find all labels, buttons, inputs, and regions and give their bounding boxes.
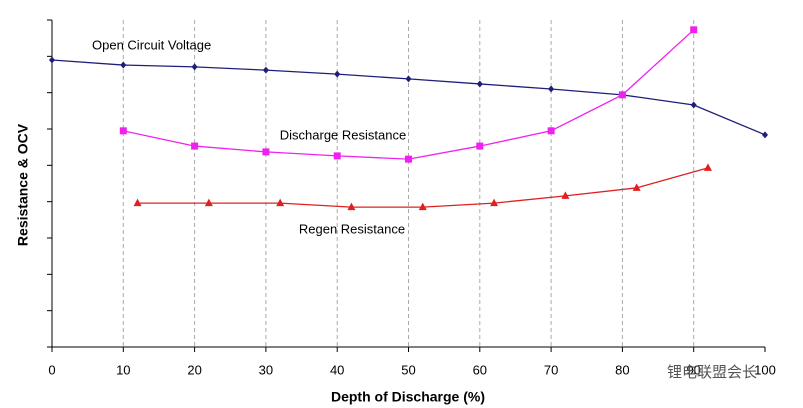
marker xyxy=(334,70,341,78)
marker xyxy=(632,183,641,191)
marker xyxy=(547,127,555,135)
x-tick-label: 30 xyxy=(259,362,273,377)
series-label: Discharge Resistance xyxy=(280,127,406,142)
marker xyxy=(405,155,412,163)
marker xyxy=(618,91,626,99)
marker xyxy=(276,198,285,207)
marker xyxy=(548,85,555,93)
x-tick-label: 100 xyxy=(754,362,776,377)
marker xyxy=(120,61,127,69)
series-label: Regen Resistance xyxy=(299,221,405,236)
marker xyxy=(690,101,697,109)
marker xyxy=(49,56,55,64)
watermark: 锂电联盟会长 xyxy=(667,364,757,381)
marker xyxy=(191,63,198,71)
x-tick-label: 10 xyxy=(116,362,130,377)
x-axis-label: Depth of Discharge (%) xyxy=(331,389,485,405)
x-tick-label: 20 xyxy=(187,362,201,377)
x-tick-label: 90 xyxy=(686,362,700,377)
marker xyxy=(405,75,412,83)
y-axis-label: Resistance & OCV xyxy=(15,123,31,246)
marker xyxy=(133,198,142,207)
x-tick-label: 80 xyxy=(615,362,629,377)
series-label: Open Circuit Voltage xyxy=(92,37,211,52)
marker xyxy=(476,80,483,88)
series-line xyxy=(137,167,709,208)
marker xyxy=(476,142,484,150)
x-tick-label: 0 xyxy=(48,362,55,377)
marker xyxy=(347,202,356,211)
marker xyxy=(191,142,199,150)
marker xyxy=(333,152,341,160)
marker xyxy=(418,202,427,211)
marker xyxy=(490,198,499,207)
marker xyxy=(204,198,213,207)
marker xyxy=(703,163,712,171)
x-tick-label: 40 xyxy=(330,362,344,377)
marker xyxy=(561,191,570,199)
marker xyxy=(262,148,270,156)
marker xyxy=(690,26,698,34)
marker xyxy=(262,66,269,74)
marker xyxy=(762,131,768,139)
x-tick-label: 50 xyxy=(401,362,415,377)
x-tick-label: 70 xyxy=(544,362,558,377)
x-tick-label: 60 xyxy=(473,362,487,377)
marker xyxy=(119,127,127,135)
